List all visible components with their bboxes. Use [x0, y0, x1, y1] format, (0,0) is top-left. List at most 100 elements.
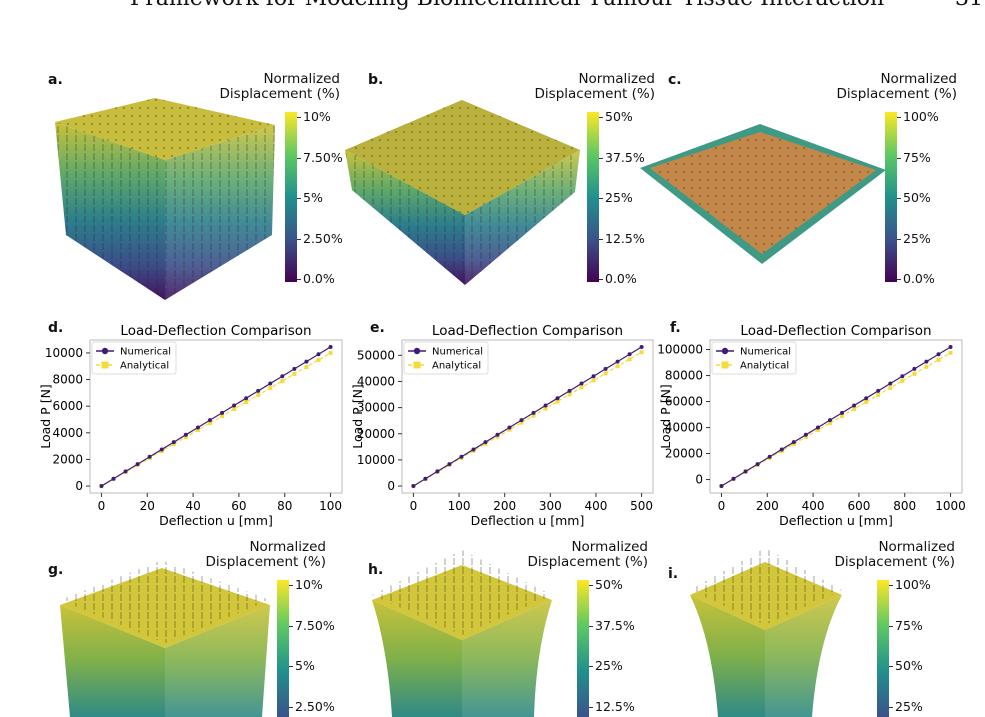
colorbar-tick-label: 75%: [897, 149, 931, 165]
data-point: [147, 454, 152, 459]
colorbar-title-line: Normalized: [880, 71, 957, 87]
data-point: [519, 418, 524, 423]
colorbar-title-b: Normalized Displacement (%): [535, 72, 655, 102]
running-title: Framework for Modeling Biomechanical Tum…: [130, 0, 884, 11]
panel-label-b: b.: [368, 72, 384, 88]
x-axis-label: Deflection u [mm]: [471, 513, 585, 528]
data-point: [603, 366, 608, 371]
legend-marker-square: [721, 361, 729, 369]
colorbar-c: [885, 112, 897, 282]
data-point: [936, 352, 941, 357]
data-point: [99, 484, 104, 489]
colorbar-title-line: Normalized: [263, 71, 340, 87]
colorbar-title-line: Normalized: [578, 71, 655, 87]
data-point: [507, 425, 512, 430]
data-point: [639, 350, 644, 355]
data-point: [627, 352, 632, 357]
colorbar-title-line: Normalized: [878, 539, 955, 555]
y-tick-label: 10000: [357, 453, 395, 467]
data-point: [459, 454, 464, 459]
x-tick-label: 20: [140, 499, 155, 513]
data-point: [207, 420, 212, 425]
data-point: [579, 385, 584, 390]
x-tick-label: 200: [493, 499, 516, 513]
data-point: [195, 427, 200, 432]
legend-label: Analytical: [740, 361, 789, 372]
data-point: [840, 413, 845, 418]
x-tick-label: 300: [539, 499, 562, 513]
data-point: [531, 413, 536, 418]
colorbar-tick-label: 75%: [889, 617, 923, 633]
colorbar-tick-label: 25%: [589, 658, 623, 673]
colorbar-tick-label: 50%: [897, 190, 931, 205]
data-point: [495, 432, 500, 437]
y-tick-label: 60000: [665, 395, 703, 409]
data-point: [615, 364, 620, 369]
series-line: [101, 346, 331, 487]
series-line: [413, 351, 642, 487]
panel-label-f: f.: [670, 320, 681, 336]
data-point: [316, 357, 321, 362]
colorbar-tick-label: 5%: [289, 658, 315, 673]
data-point: [840, 410, 845, 415]
colorbar-title-h: Normalized Displacement (%): [528, 540, 648, 570]
y-tick-label: 2000: [52, 452, 83, 466]
data-point: [304, 364, 309, 369]
colorbar-tick-label: 50%: [599, 109, 633, 124]
data-point: [232, 403, 237, 408]
legend-box: [91, 341, 177, 375]
data-point: [615, 359, 620, 364]
data-point: [876, 388, 881, 393]
data-point: [555, 399, 560, 404]
legend-marker-square: [101, 361, 109, 369]
colorbar-b: [587, 112, 599, 282]
data-point: [755, 462, 760, 467]
colorbar-tick-label: 37.5%: [599, 149, 645, 165]
panel-label-d: d.: [48, 320, 64, 336]
x-tick-label: 0: [410, 499, 418, 513]
data-point: [471, 447, 476, 452]
y-axis-label: Load P [N]: [658, 384, 673, 449]
plot-area: [709, 339, 963, 494]
data-point: [815, 427, 820, 432]
colorbar-g: [277, 580, 289, 717]
colorbar-tick-label: 50%: [589, 577, 623, 592]
y-tick-label: 100000: [657, 343, 703, 357]
colorbar-title-line: Displacement (%): [534, 86, 655, 102]
data-point: [948, 350, 953, 355]
data-point: [864, 396, 869, 401]
data-point: [256, 388, 261, 393]
legend-label: Numerical: [740, 347, 791, 358]
data-point: [803, 432, 808, 437]
data-point: [447, 462, 452, 467]
data-point: [280, 378, 285, 383]
data-point: [268, 381, 273, 386]
data-point: [220, 413, 225, 418]
cube-panel-h: [372, 550, 552, 717]
colorbar-i: [877, 580, 889, 717]
chart-f: Load-Deflection Comparison Deflection u […: [657, 323, 966, 528]
data-point: [731, 476, 736, 481]
data-point: [924, 359, 929, 364]
cube-panel-a: [55, 98, 275, 300]
y-tick-label: 40000: [357, 374, 395, 388]
series-numerical: [719, 344, 953, 489]
chart-title: Load-Deflection Comparison: [120, 323, 311, 339]
panel-label-g: g.: [48, 562, 64, 578]
y-tick-label: 0: [387, 479, 395, 493]
data-point: [912, 371, 917, 376]
data-point: [207, 418, 212, 423]
legend-box: [403, 341, 489, 375]
data-point: [531, 410, 536, 415]
data-point: [411, 484, 416, 489]
x-axis-label: Deflection u [mm]: [779, 513, 893, 528]
data-point: [244, 396, 249, 401]
panel-label-e: e.: [370, 320, 385, 336]
legend-marker-circle: [101, 347, 109, 355]
data-point: [111, 476, 116, 481]
panel-label-a: a.: [48, 72, 63, 88]
x-tick-label: 0: [98, 499, 106, 513]
colorbar-tick-label: 5%: [297, 190, 323, 205]
data-point: [936, 357, 941, 362]
